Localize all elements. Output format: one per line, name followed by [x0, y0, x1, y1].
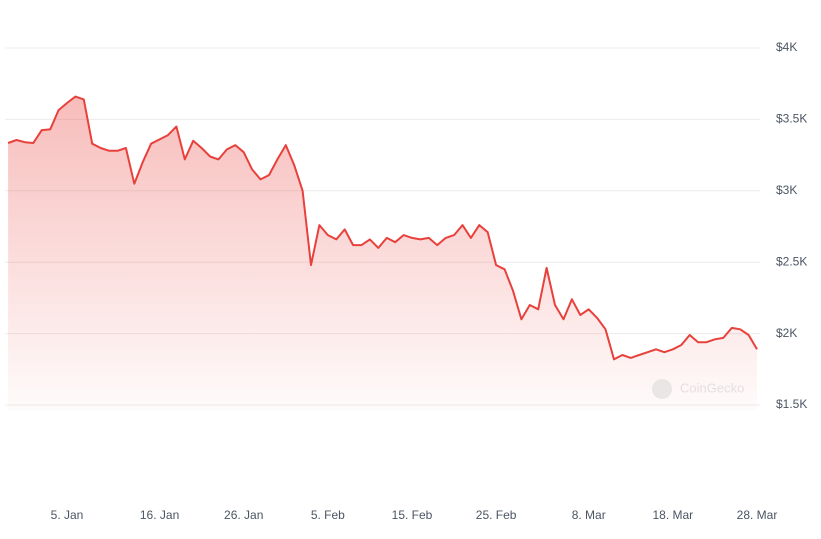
x-tick-label: 25. Feb — [476, 508, 517, 522]
y-tick-label: $3.5K — [776, 112, 807, 126]
y-tick-label: $3K — [776, 183, 797, 197]
x-tick-label: 8. Mar — [572, 508, 606, 522]
price-line — [7, 95, 758, 361]
y-tick-label: $2.5K — [776, 254, 807, 268]
watermark-text: CoinGecko — [680, 380, 744, 395]
y-tick-label: $2K — [776, 326, 797, 340]
y-tick-label: $4K — [776, 40, 797, 54]
x-tick-label: 5. Jan — [51, 508, 84, 522]
watermark: CoinGecko — [652, 379, 744, 399]
area — [8, 96, 758, 410]
x-tick-label: 5. Feb — [311, 508, 345, 522]
x-tick-label: 26. Jan — [224, 508, 263, 522]
x-tick-label: 18. Mar — [653, 508, 694, 522]
x-tick-label: 16. Jan — [140, 508, 179, 522]
x-tick-label: 15. Feb — [392, 508, 433, 522]
x-tick-label: 28. Mar — [737, 508, 778, 522]
y-tick-label: $1.5K — [776, 397, 807, 411]
